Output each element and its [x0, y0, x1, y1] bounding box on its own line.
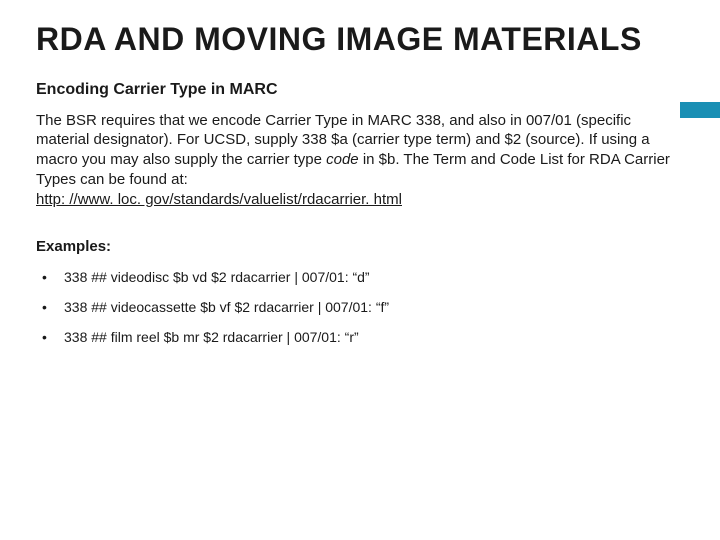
- example-text: 338 ## videodisc $b vd $2 rdacarrier | 0…: [64, 269, 370, 285]
- list-item: 338 ## videocassette $b vf $2 rdacarrier…: [42, 299, 684, 315]
- examples-list: 338 ## videodisc $b vd $2 rdacarrier | 0…: [36, 269, 684, 345]
- example-text: 338 ## film reel $b mr $2 rdacarrier | 0…: [64, 329, 359, 345]
- accent-bar: [680, 102, 720, 118]
- example-text: 338 ## videocassette $b vf $2 rdacarrier…: [64, 299, 389, 315]
- list-item: 338 ## videodisc $b vd $2 rdacarrier | 0…: [42, 269, 684, 285]
- section-subtitle: Encoding Carrier Type in MARC: [36, 81, 684, 99]
- body-italic: code: [326, 151, 359, 168]
- slide: RDA AND MOVING IMAGE MATERIALS Encoding …: [0, 0, 720, 540]
- body-link[interactable]: http: //www. loc. gov/standards/valuelis…: [36, 191, 402, 208]
- examples-label: Examples:: [36, 238, 684, 255]
- list-item: 338 ## film reel $b mr $2 rdacarrier | 0…: [42, 329, 684, 345]
- body-paragraph: The BSR requires that we encode Carrier …: [36, 111, 684, 210]
- slide-title: RDA AND MOVING IMAGE MATERIALS: [36, 22, 684, 57]
